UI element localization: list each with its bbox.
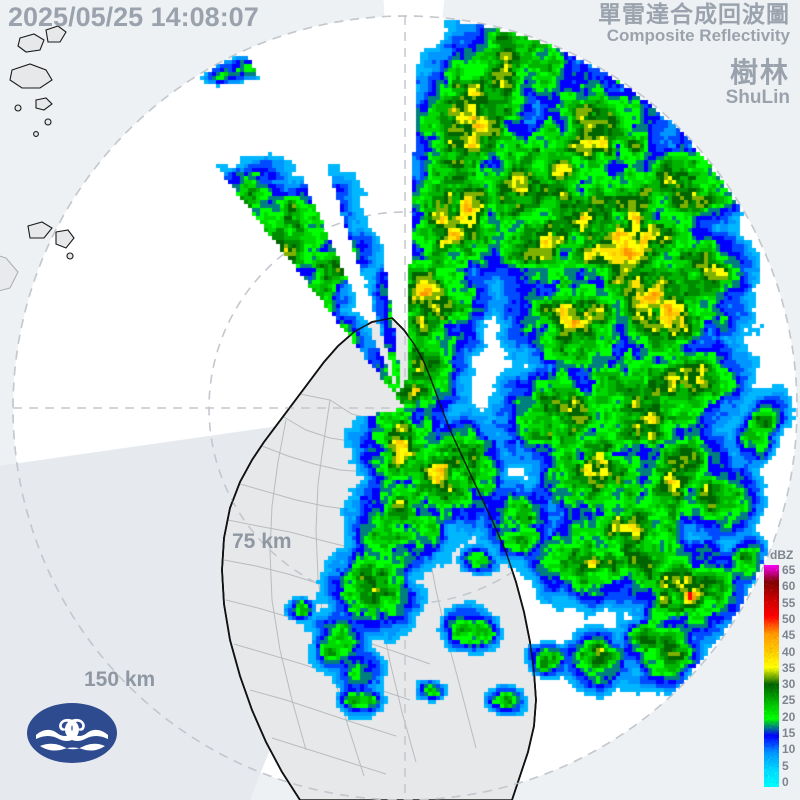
dbz-scale-title: dBZ (770, 548, 793, 562)
dbz-tick-5: 5 (782, 760, 789, 772)
dbz-tick-25: 25 (782, 694, 795, 706)
dbz-tick-40: 40 (782, 646, 795, 658)
dbz-tick-55: 55 (782, 597, 795, 609)
dbz-scale-gradient (764, 565, 779, 787)
cwa-logo (26, 702, 118, 764)
dbz-tick-65: 65 (782, 564, 795, 576)
product-title-en: Composite Reflectivity (598, 27, 790, 45)
dbz-tick-15: 15 (782, 727, 795, 739)
range-ring-label-75km: 75 km (232, 530, 292, 554)
dbz-scale-ticks: 65 60 55 50 45 40 35 30 25 20 15 10 5 0 (780, 565, 800, 787)
dbz-color-scale: dBZ 65 60 55 50 45 40 35 30 25 20 15 10 5 0 (762, 548, 800, 788)
dbz-tick-50: 50 (782, 613, 795, 625)
timestamp-label: 2025/05/25 14:08:07 (8, 2, 259, 33)
range-ring-label-150km: 150 km (84, 668, 155, 692)
station-name-en: ShuLin (726, 88, 790, 108)
product-title: 單雷達合成回波圖 Composite Reflectivity (598, 2, 790, 45)
product-title-cn: 單雷達合成回波圖 (598, 2, 790, 26)
dbz-tick-0: 0 (782, 776, 789, 788)
dbz-tick-35: 35 (782, 662, 795, 674)
station-label: 樹林 ShuLin (726, 58, 790, 108)
dbz-tick-30: 30 (782, 678, 795, 690)
radar-display: 2025/05/25 14:08:07 單雷達合成回波圖 Composite R… (0, 0, 800, 800)
station-name-cn: 樹林 (726, 58, 790, 87)
dbz-tick-45: 45 (782, 629, 795, 641)
dbz-tick-10: 10 (782, 743, 795, 755)
dbz-tick-20: 20 (782, 711, 795, 723)
dbz-tick-60: 60 (782, 580, 795, 592)
